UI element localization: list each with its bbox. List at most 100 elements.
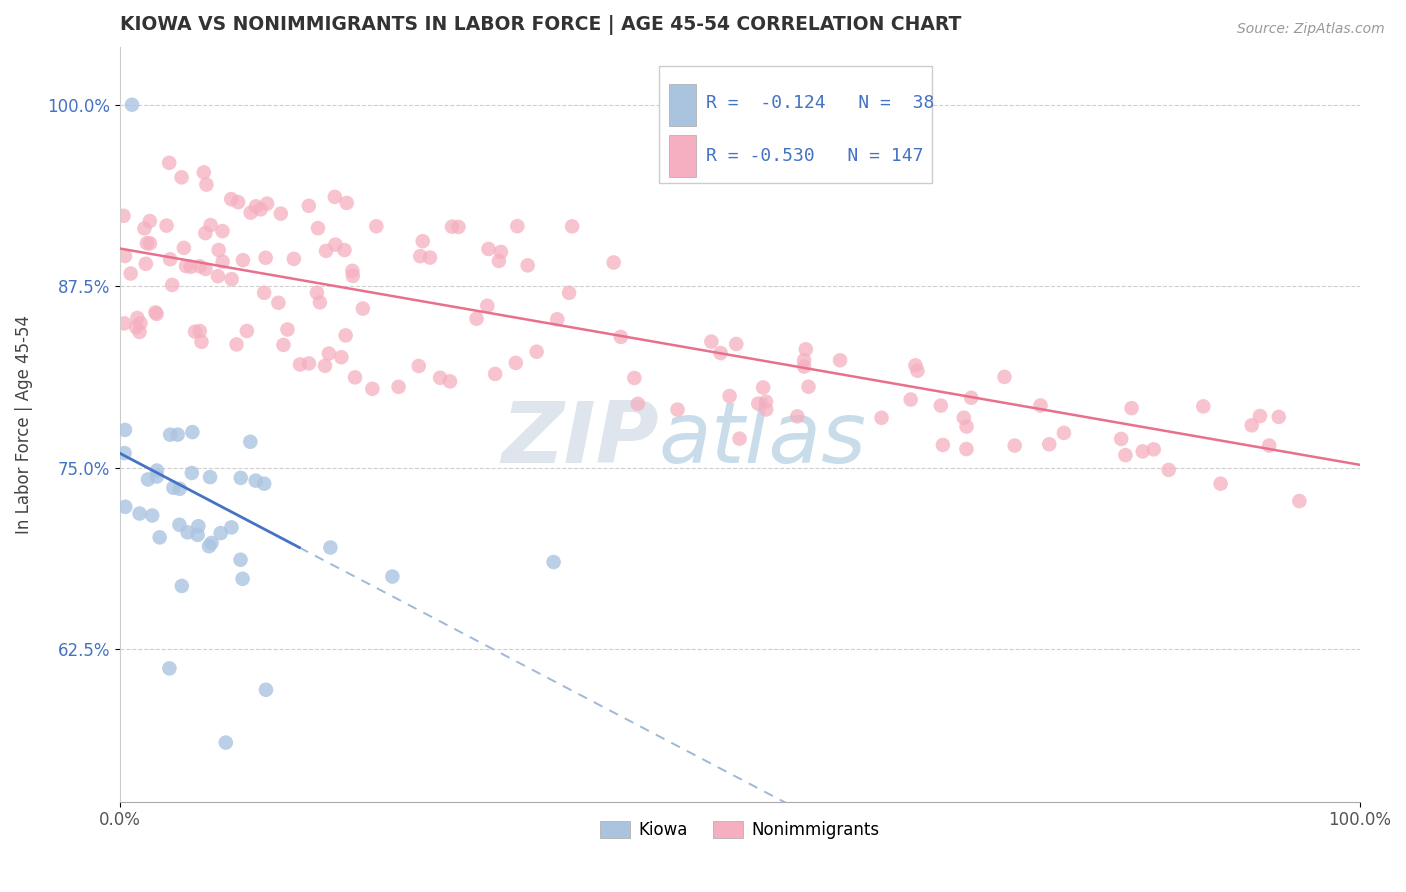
Point xyxy=(440,219,463,234)
Point xyxy=(489,244,512,259)
Point xyxy=(225,337,247,351)
Point xyxy=(267,295,290,310)
Point xyxy=(960,391,983,405)
Point xyxy=(1114,448,1136,462)
Point xyxy=(254,682,277,697)
Point xyxy=(318,346,340,360)
Point xyxy=(728,432,751,446)
Point xyxy=(725,337,748,351)
Point xyxy=(162,481,184,495)
Point xyxy=(602,255,624,269)
Point xyxy=(325,237,347,252)
Point xyxy=(335,328,357,343)
Point xyxy=(623,371,645,385)
Point xyxy=(221,520,243,534)
Point xyxy=(1132,444,1154,458)
Point xyxy=(900,392,922,407)
Point xyxy=(160,277,183,292)
Point xyxy=(270,206,292,220)
Point xyxy=(129,316,152,330)
Y-axis label: In Labor Force | Age 45-54: In Labor Force | Age 45-54 xyxy=(15,315,32,533)
Point xyxy=(114,446,136,460)
Point xyxy=(752,380,775,394)
Point xyxy=(993,370,1015,384)
Point xyxy=(127,310,149,325)
Point xyxy=(136,236,159,251)
Point xyxy=(166,427,188,442)
Point xyxy=(429,371,451,385)
Point xyxy=(793,353,815,368)
Legend: Kiowa, Nonimmigrants: Kiowa, Nonimmigrants xyxy=(593,814,886,847)
Point xyxy=(245,199,267,213)
Point xyxy=(112,209,135,223)
Point xyxy=(141,508,163,523)
Point xyxy=(198,539,221,553)
Point xyxy=(610,330,633,344)
Point xyxy=(929,399,952,413)
Text: KIOWA VS NONIMMIGRANTS IN LABOR FORCE | AGE 45-54 CORRELATION CHART: KIOWA VS NONIMMIGRANTS IN LABOR FORCE | … xyxy=(120,15,960,35)
Point xyxy=(184,325,207,339)
Point xyxy=(232,572,254,586)
Point xyxy=(1157,463,1180,477)
Point xyxy=(239,205,262,219)
Point xyxy=(112,317,135,331)
Point xyxy=(176,525,198,540)
Point xyxy=(477,242,499,256)
FancyBboxPatch shape xyxy=(669,85,696,126)
Point xyxy=(128,507,150,521)
Point xyxy=(211,224,233,238)
Point xyxy=(157,661,180,675)
Point xyxy=(146,469,169,483)
Point xyxy=(253,285,276,300)
Point xyxy=(336,196,359,211)
Point xyxy=(188,259,211,273)
Point xyxy=(187,528,209,542)
Point xyxy=(134,221,156,235)
Point xyxy=(1192,400,1215,414)
Point xyxy=(208,243,231,257)
Point xyxy=(627,397,650,411)
Point xyxy=(447,219,470,234)
Point xyxy=(239,434,262,449)
Point xyxy=(169,517,191,532)
Point xyxy=(381,569,404,583)
Point xyxy=(477,299,499,313)
Point xyxy=(170,170,193,185)
Point xyxy=(361,382,384,396)
Point xyxy=(209,526,232,541)
Point xyxy=(955,419,977,434)
Point xyxy=(198,470,221,484)
Point xyxy=(797,380,820,394)
Point xyxy=(125,320,148,334)
Point xyxy=(1288,494,1310,508)
Point xyxy=(149,530,172,544)
Point xyxy=(273,338,295,352)
Point xyxy=(342,268,364,283)
Point xyxy=(120,267,142,281)
Point xyxy=(200,536,222,550)
Point xyxy=(207,269,229,284)
Point xyxy=(412,234,434,248)
Point xyxy=(319,541,342,555)
Point xyxy=(1109,432,1132,446)
Point xyxy=(298,356,321,370)
Point xyxy=(159,427,181,442)
Point xyxy=(114,249,136,263)
Point xyxy=(718,389,741,403)
FancyBboxPatch shape xyxy=(659,65,932,183)
Point xyxy=(1267,409,1289,424)
Point xyxy=(666,402,689,417)
Point xyxy=(195,178,218,192)
Point xyxy=(194,226,217,240)
Point xyxy=(145,305,167,319)
Point xyxy=(710,346,733,360)
Point xyxy=(700,334,723,349)
Point xyxy=(352,301,374,316)
Point xyxy=(904,359,927,373)
Point xyxy=(146,463,169,477)
Point xyxy=(366,219,388,234)
Point xyxy=(1240,418,1263,433)
Point xyxy=(526,344,548,359)
Point xyxy=(1053,425,1076,440)
Point xyxy=(755,394,778,409)
